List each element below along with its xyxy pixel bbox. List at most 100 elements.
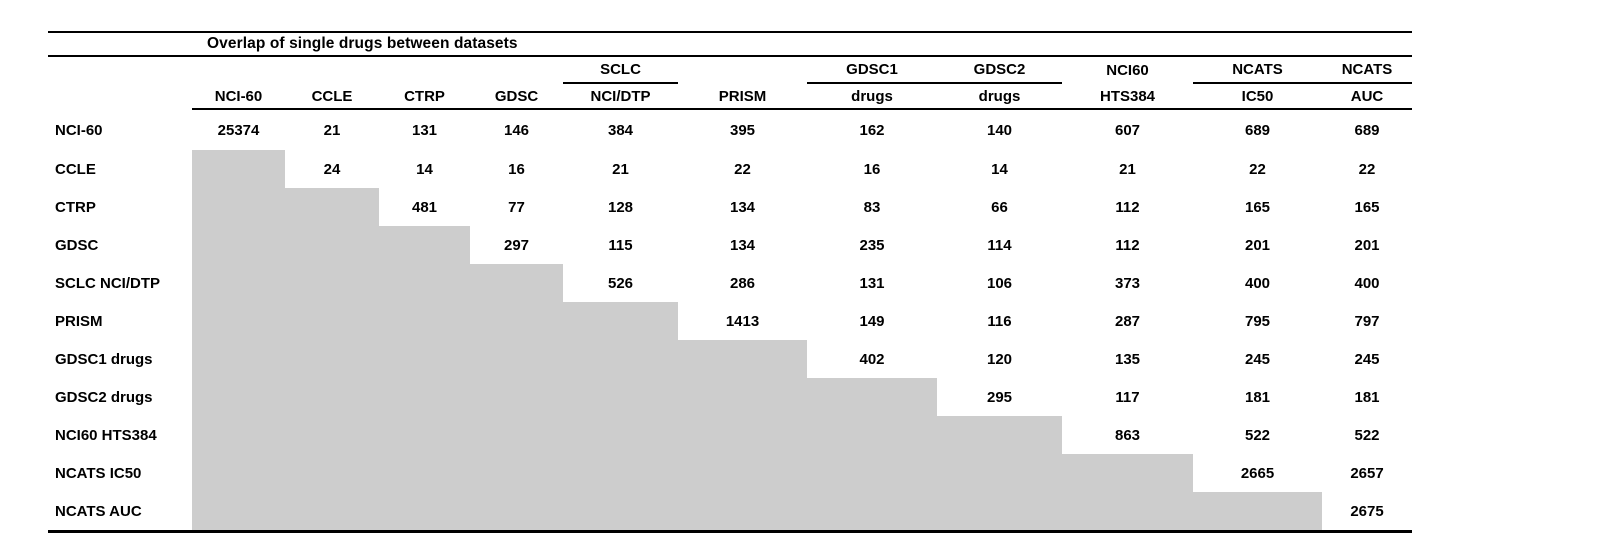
column-group-header: NCATS	[1193, 57, 1322, 84]
table-title: Overlap of single drugs between datasets	[48, 33, 1412, 57]
column-header: GDSC	[470, 84, 563, 110]
gray-cell	[678, 492, 807, 530]
overlap-table: Overlap of single drugs between datasets…	[48, 31, 1412, 533]
column-group-header: NCATS	[1322, 57, 1412, 84]
gray-cell	[470, 264, 563, 302]
column-group-header: GDSC1	[807, 57, 937, 84]
value-cell: 287	[1114, 312, 1141, 330]
column-group-header: NCI60	[1106, 62, 1149, 79]
gray-cell	[192, 492, 285, 530]
value-cell: 134	[729, 236, 756, 254]
value-cell: 146	[503, 121, 530, 139]
gray-cell	[192, 226, 285, 264]
column-header: drugs	[937, 84, 1062, 110]
gray-cell	[285, 340, 379, 378]
gray-cell	[379, 340, 470, 378]
value-cell: 140	[986, 121, 1013, 139]
column-header: HTS384	[1062, 84, 1193, 110]
value-cell: 689	[1244, 121, 1271, 139]
row-label: SCLC NCI/DTP	[55, 274, 160, 292]
value-cell: 201	[1244, 236, 1271, 254]
value-cell: 481	[411, 198, 438, 216]
gray-cell	[379, 302, 470, 340]
row-label: GDSC1 drugs	[55, 350, 153, 368]
value-cell: 135	[1114, 350, 1141, 368]
value-cell: 165	[1354, 198, 1380, 216]
value-cell: 22	[1249, 160, 1266, 178]
value-cell: 181	[1244, 388, 1271, 406]
value-cell: 797	[1354, 312, 1380, 330]
gray-cell	[285, 492, 379, 530]
gray-cell	[937, 454, 1062, 492]
column-group-header: GDSC2	[937, 57, 1062, 84]
column-group-header	[678, 57, 807, 84]
value-cell: 24	[323, 160, 341, 178]
gray-cell	[937, 492, 1062, 530]
value-cell: 16	[508, 160, 525, 178]
row-label: NCI60 HTS384	[55, 426, 157, 444]
value-cell: 295	[986, 388, 1013, 406]
value-cell: 181	[1354, 388, 1380, 406]
value-cell: 149	[859, 312, 885, 330]
gray-cell	[563, 416, 678, 454]
column-header: drugs	[807, 84, 937, 110]
column-group-header	[470, 57, 563, 84]
value-cell: 112	[1115, 236, 1140, 254]
gray-cell	[470, 340, 563, 378]
value-cell: 14	[991, 160, 1008, 178]
value-cell: 522	[1244, 426, 1271, 444]
gray-cell	[563, 454, 678, 492]
value-cell: 297	[503, 236, 530, 254]
gray-cell	[807, 454, 937, 492]
gray-cell	[192, 416, 285, 454]
value-cell: 21	[612, 160, 629, 178]
value-cell: 2657	[1350, 464, 1384, 482]
gray-cell	[470, 416, 563, 454]
value-cell: 400	[1354, 274, 1380, 292]
gray-cell	[470, 492, 563, 530]
gray-cell	[678, 378, 807, 416]
value-cell: 201	[1354, 236, 1380, 254]
gray-cell	[285, 188, 379, 226]
gray-cell	[807, 416, 937, 454]
gray-cell	[470, 302, 563, 340]
value-cell: 21	[323, 121, 341, 139]
value-cell: 1413	[725, 312, 760, 330]
gray-cell	[192, 150, 285, 188]
value-cell: 384	[607, 121, 634, 139]
value-cell: 402	[859, 350, 885, 368]
column-header: PRISM	[678, 84, 807, 110]
gray-cell	[678, 340, 807, 378]
gray-cell	[379, 378, 470, 416]
value-cell: 245	[1244, 350, 1271, 368]
gray-cell	[379, 492, 470, 530]
row-label: NCATS IC50	[55, 464, 142, 482]
gray-cell	[1062, 492, 1193, 530]
value-cell: 689	[1354, 121, 1380, 139]
gray-cell	[379, 226, 470, 264]
value-cell: 128	[607, 198, 634, 216]
value-cell: 77	[508, 198, 525, 216]
gray-cell	[470, 454, 563, 492]
value-cell: 25374	[217, 121, 260, 139]
value-cell: 21	[1119, 160, 1136, 178]
value-cell: 395	[729, 121, 756, 139]
gray-cell	[379, 416, 470, 454]
column-group-header: SCLC	[563, 57, 678, 84]
column-header: CCLE	[285, 84, 379, 110]
value-cell: 114	[987, 236, 1012, 254]
gray-cell	[285, 416, 379, 454]
overlap-table-grid: Overlap of single drugs between datasets…	[48, 33, 1412, 530]
row-label: NCATS AUC	[55, 502, 142, 520]
value-cell: 131	[859, 274, 885, 292]
value-cell: 795	[1244, 312, 1271, 330]
value-cell: 16	[863, 160, 881, 178]
value-cell: 286	[729, 274, 756, 292]
value-cell: 112	[1115, 198, 1140, 216]
value-cell: 2665	[1240, 464, 1275, 482]
gray-cell	[192, 454, 285, 492]
gray-cell	[678, 454, 807, 492]
value-cell: 165	[1244, 198, 1271, 216]
column-header: CTRP	[379, 84, 470, 110]
